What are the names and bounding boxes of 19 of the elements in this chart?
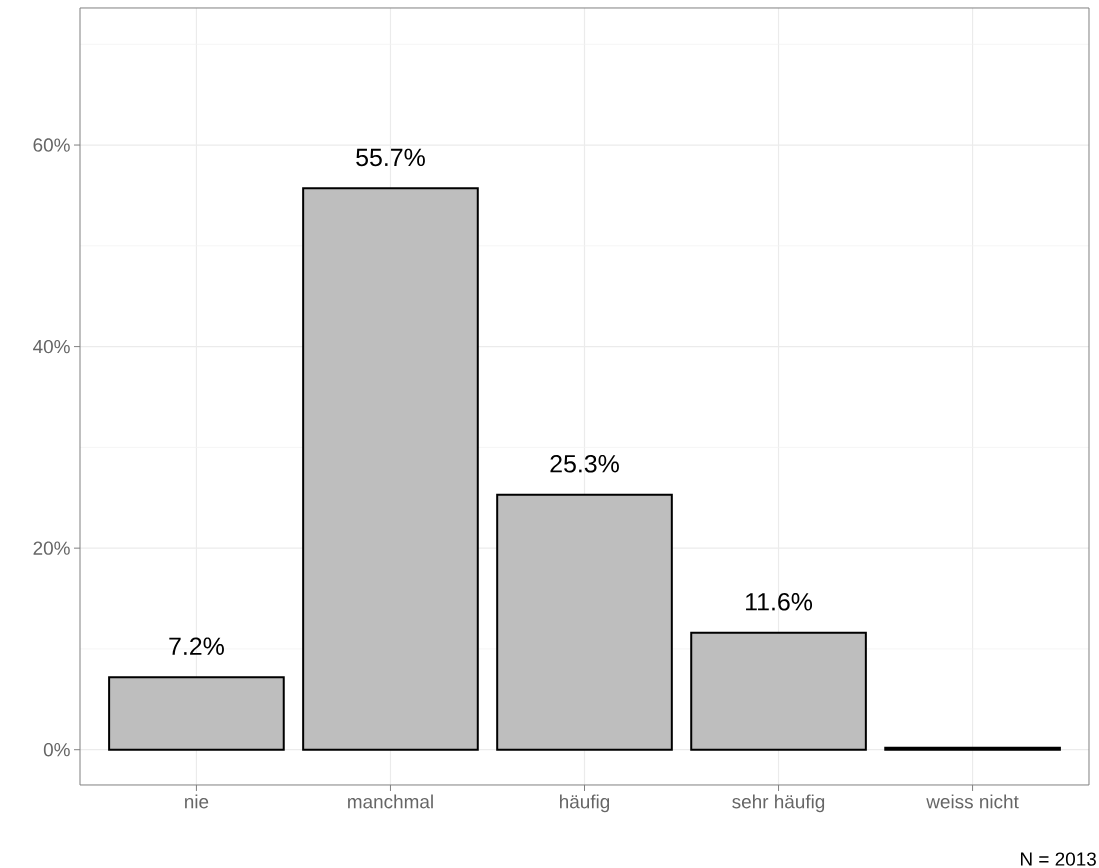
x-tick-label: nie [185, 794, 209, 809]
bar [884, 746, 1061, 751]
data-label: 25.3% [550, 454, 619, 473]
bar [690, 631, 867, 751]
bar [302, 187, 479, 751]
data-label: 7.2% [169, 637, 224, 655]
y-tick-label: 20% [33, 541, 70, 555]
text: N = 2013 [1021, 852, 1096, 866]
x-tick-label: weiss nicht [926, 794, 1019, 809]
x-tick-label: sehr häufig [732, 794, 825, 813]
data-label: 55.7% [356, 148, 425, 167]
bar [496, 493, 673, 751]
x-tick-label: manchmal [348, 794, 433, 809]
y-tick-label: 40% [33, 339, 70, 354]
x-tick-label: häufig [560, 794, 610, 813]
y-tick-label: 0% [43, 743, 70, 757]
bar [108, 676, 285, 751]
y-tick-label: 60% [33, 138, 70, 152]
data-label: 11.6% [746, 592, 813, 611]
